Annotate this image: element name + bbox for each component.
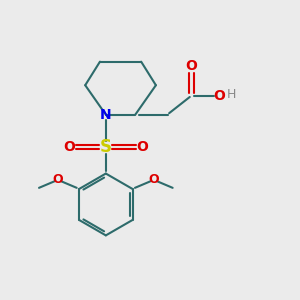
Text: H: H [226, 88, 236, 100]
Text: O: O [185, 59, 197, 73]
Text: O: O [52, 173, 63, 186]
Text: O: O [148, 173, 159, 186]
Text: N: N [100, 108, 112, 122]
Text: O: O [137, 140, 148, 154]
Text: O: O [63, 140, 75, 154]
Text: O: O [213, 88, 225, 103]
Text: S: S [100, 138, 112, 156]
